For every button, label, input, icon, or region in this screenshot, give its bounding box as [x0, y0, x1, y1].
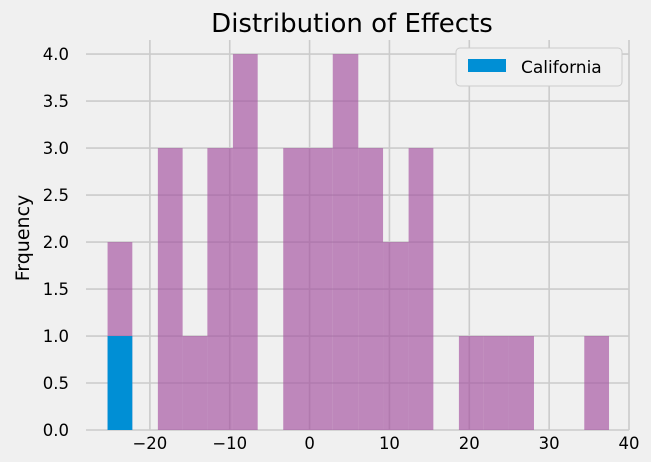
bar-series0-bin9 [383, 242, 409, 430]
bar-series0-bin3 [207, 148, 233, 430]
x-axis-ticks: −20 −10 0 10 20 30 40 [132, 434, 639, 453]
bar-series0-bin1 [157, 148, 183, 430]
bar-series0-bin5 [283, 148, 308, 430]
y-axis-label: Frquency [12, 195, 34, 282]
x-tick-label-3: 10 [379, 434, 400, 453]
x-tick-label-2: 0 [304, 434, 315, 453]
y-axis-ticks: 0.0 0.5 1.0 1.5 2.0 2.5 3.0 3.5 4.0 [43, 45, 69, 440]
y-tick-label-3: 1.5 [43, 280, 69, 299]
legend: California [455, 47, 623, 87]
bar-series0-bin6 [307, 148, 333, 430]
bar-series0-bin8 [358, 148, 384, 430]
chart-title: Distribution of Effects [211, 9, 493, 39]
legend-frame [455, 47, 623, 87]
bar-series0-bin11 [458, 336, 484, 430]
bar-series1-bin0 [107, 336, 133, 430]
bar-series0-bin13 [508, 336, 534, 430]
bar-series0-bin7 [332, 54, 359, 431]
x-tick-label-1: −10 [212, 434, 247, 453]
y-tick-label-7: 3.5 [43, 92, 69, 111]
legend-label-california: California [521, 58, 602, 78]
bar-series0-bin12 [483, 336, 509, 430]
legend-swatch-california [468, 59, 506, 72]
y-tick-label-6: 3.0 [43, 139, 69, 158]
x-tick-label-4: 20 [459, 434, 480, 453]
x-tick-label-0: −20 [132, 434, 167, 453]
y-tick-label-4: 2.0 [43, 233, 69, 252]
x-tick-label-6: 40 [619, 434, 640, 453]
bar-series0-bin4 [232, 54, 258, 431]
y-tick-label-1: 0.5 [43, 374, 69, 393]
histogram-bars [107, 54, 610, 431]
y-tick-label-0: 0.0 [43, 421, 69, 440]
bar-series0-bin2 [182, 336, 208, 430]
y-tick-label-8: 4.0 [43, 45, 69, 64]
x-tick-label-5: 30 [539, 434, 560, 453]
bar-series0-bin14 [584, 336, 610, 430]
bar-series0-bin10 [408, 148, 434, 430]
y-tick-label-5: 2.5 [43, 186, 69, 205]
y-tick-label-2: 1.0 [43, 327, 69, 346]
